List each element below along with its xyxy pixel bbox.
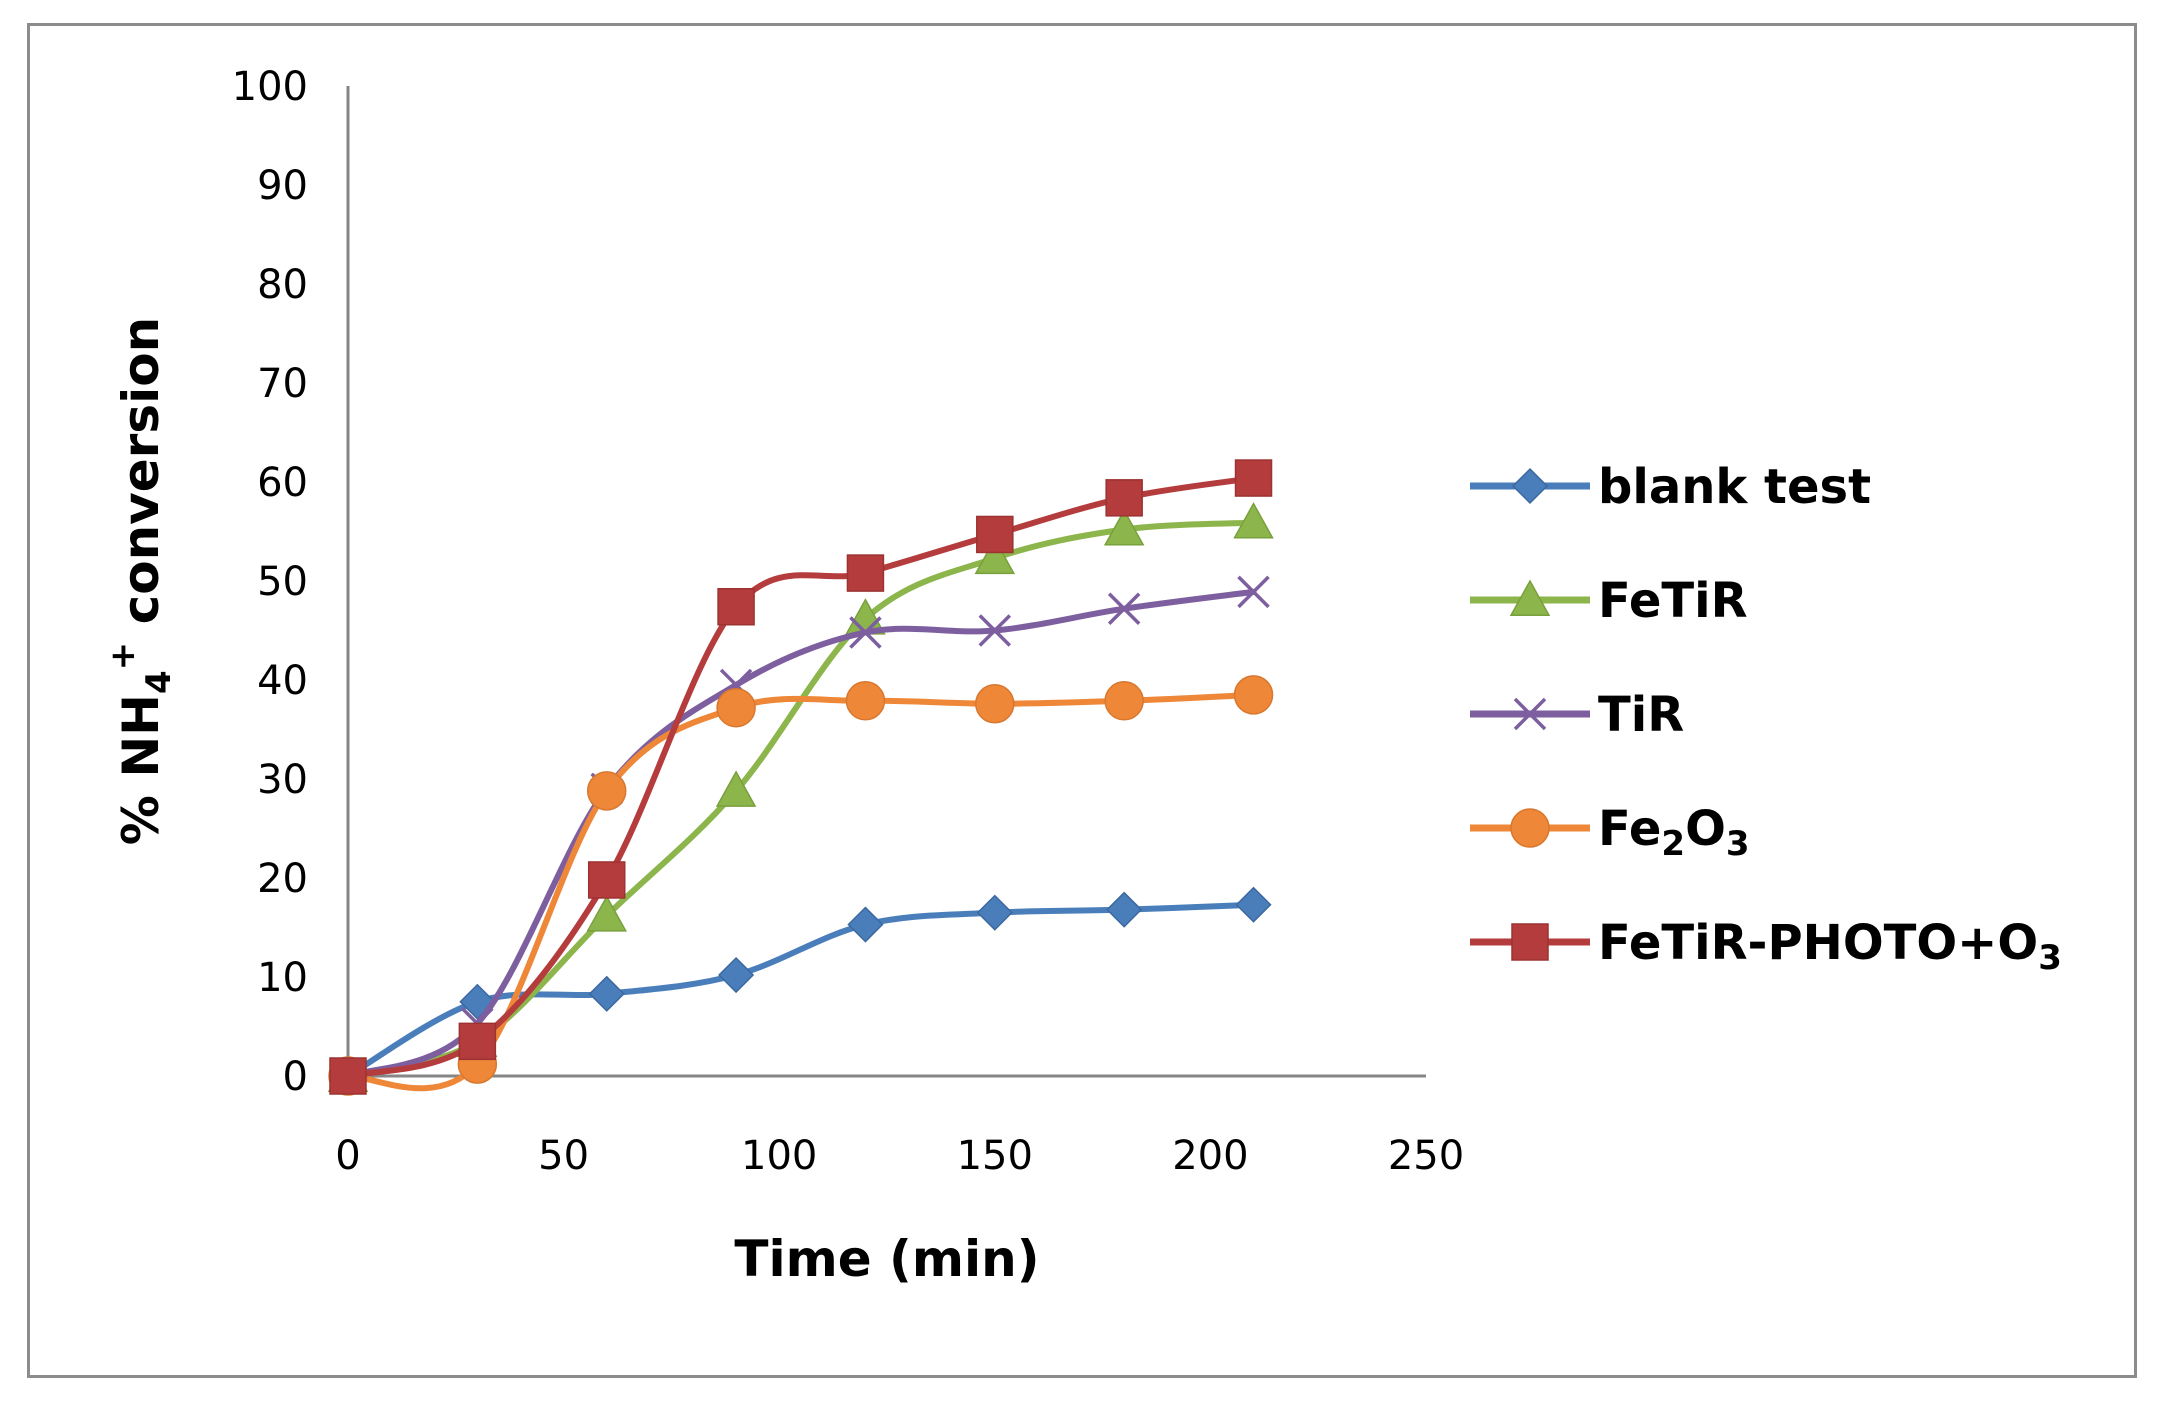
legend-marker-diamond xyxy=(1511,467,1549,505)
y-tick-label: 0 xyxy=(283,1054,308,1100)
data-point-square xyxy=(846,554,885,592)
y-axis-title-prefix: % NH xyxy=(112,694,170,845)
x-tick-label: 200 xyxy=(1172,1133,1248,1179)
data-point-circle xyxy=(845,681,886,721)
y-axis-title-sup: + xyxy=(103,642,143,671)
data-point-circle xyxy=(975,684,1015,724)
y-tick-label: 30 xyxy=(257,757,308,803)
data-point-triangle xyxy=(974,537,1016,575)
data-point-triangle xyxy=(1103,508,1145,546)
legend-item: blank test xyxy=(1470,459,1871,515)
data-point-square xyxy=(717,587,755,626)
data-point-square xyxy=(329,1057,367,1095)
chart-frame: 0 10 20 30 40 50 60 70 80 90 100 0 50 100 150 200 250 T… xyxy=(27,23,2137,1378)
data-point-diamond xyxy=(976,894,1013,931)
y-tick-label: 60 xyxy=(257,460,308,506)
y-axis-title-sub: 4 xyxy=(139,670,179,694)
series-line xyxy=(345,588,1257,1079)
series-layer xyxy=(327,459,1274,1096)
x-tick-labels: 0 50 100 150 200 250 xyxy=(335,1133,1464,1179)
data-point-square xyxy=(587,861,626,899)
data-point-square xyxy=(1234,459,1273,497)
data-point-triangle xyxy=(715,770,757,807)
legend-marker-x xyxy=(1513,697,1547,731)
legend-marker-circle xyxy=(1510,808,1550,848)
legend-item: FeTiR xyxy=(1470,573,1748,629)
y-tick-label: 80 xyxy=(257,262,308,308)
legend-label: Fe2O3 xyxy=(1598,801,1750,864)
data-point-circle xyxy=(586,771,627,811)
y-tick-label: 90 xyxy=(257,163,308,209)
x-axis-title: Time (min) xyxy=(734,1230,1039,1288)
legend-item: FeTiR-PHOTO+O3 xyxy=(1470,915,2062,978)
legend-label: TiR xyxy=(1598,687,1684,743)
data-point-x xyxy=(1237,575,1270,609)
chart-svg: 0 10 20 30 40 50 60 70 80 90 100 0 50 100 150 200 250 T… xyxy=(103,64,2062,1288)
series-line xyxy=(345,475,1257,1079)
x-tick-label: 100 xyxy=(741,1133,817,1179)
axes xyxy=(346,86,1426,1078)
legend-marker-square xyxy=(1511,923,1549,961)
data-point-circle xyxy=(1104,681,1144,721)
y-tick-label: 100 xyxy=(232,64,308,110)
x-tick-label: 0 xyxy=(335,1133,360,1179)
data-point-x xyxy=(1107,592,1141,625)
data-point-square xyxy=(458,1022,497,1061)
data-point-circle xyxy=(1233,675,1274,715)
series-fetir-photo-o3 xyxy=(329,459,1273,1095)
y-tick-label: 70 xyxy=(257,361,308,407)
y-axis-title: % NH4+ conversion xyxy=(103,317,179,845)
y-tick-label: 50 xyxy=(257,559,308,605)
data-point-circle xyxy=(716,687,756,728)
data-point-diamond xyxy=(847,906,884,943)
data-point-triangle xyxy=(586,895,627,932)
data-point-x xyxy=(978,614,1012,647)
x-tick-label: 250 xyxy=(1388,1133,1464,1179)
data-point-square xyxy=(1105,479,1143,517)
x-tick-label: 50 xyxy=(538,1133,589,1179)
legend: blank test FeTiR TiR Fe2O3 FeTiR-PHOTO+O3 xyxy=(1470,459,2062,978)
y-tick-label: 20 xyxy=(257,856,308,902)
legend-label: blank test xyxy=(1598,459,1871,515)
data-point-diamond xyxy=(718,956,755,994)
legend-item: Fe2O3 xyxy=(1470,801,1750,864)
legend-item: TiR xyxy=(1470,687,1684,743)
data-point-square xyxy=(976,515,1014,554)
y-tick-label: 40 xyxy=(257,658,308,704)
legend-label: FeTiR-PHOTO+O3 xyxy=(1598,915,2062,978)
y-tick-labels: 0 10 20 30 40 50 60 70 80 90 100 xyxy=(232,64,308,1100)
data-point-diamond xyxy=(1235,886,1272,923)
data-point-triangle xyxy=(1233,502,1274,539)
legend-label: FeTiR xyxy=(1598,573,1748,629)
data-point-diamond xyxy=(1106,891,1143,928)
x-tick-label: 150 xyxy=(957,1133,1033,1179)
y-axis-title-suffix: conversion xyxy=(112,317,170,642)
data-point-diamond xyxy=(588,975,625,1012)
y-tick-label: 10 xyxy=(257,955,308,1001)
legend-marker-triangle xyxy=(1509,579,1551,616)
data-point-x xyxy=(849,616,882,649)
